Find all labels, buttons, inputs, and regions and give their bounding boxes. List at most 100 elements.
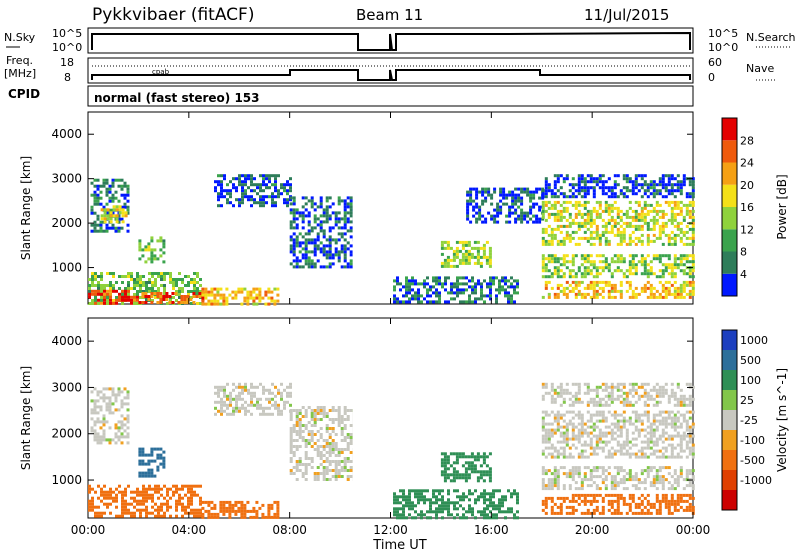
echo-cell <box>670 215 674 219</box>
echo-cell <box>571 434 575 438</box>
echo-cell <box>473 467 477 471</box>
echo-cell <box>88 302 91 305</box>
echo-cell <box>559 508 563 512</box>
echo-cell <box>349 451 353 454</box>
echo-cell <box>446 458 450 462</box>
echo-cell <box>144 462 148 466</box>
echo-cell <box>222 299 226 303</box>
echo-cell <box>493 217 497 221</box>
echo-cell <box>262 189 265 193</box>
echo-cell <box>334 448 338 451</box>
echo-cell <box>649 431 653 435</box>
echo-cell <box>156 292 160 295</box>
echo-cell <box>562 391 566 395</box>
echo-cell <box>480 282 483 286</box>
echo-cell <box>559 283 563 287</box>
echo-cell <box>301 196 305 200</box>
echo-cell <box>322 211 326 215</box>
echo-cell <box>111 390 115 394</box>
echo-cell <box>592 236 596 240</box>
echo-cell <box>571 499 575 503</box>
echo-cell <box>274 183 277 187</box>
echo-cell <box>283 198 286 202</box>
echo-cell <box>643 263 647 267</box>
echo-cell <box>141 474 145 478</box>
echo-cell <box>138 242 142 246</box>
echo-cell <box>474 489 477 493</box>
echo-cell <box>468 279 471 283</box>
echo-cell <box>640 224 644 228</box>
echo-cell <box>405 279 408 283</box>
echo-cell <box>514 217 518 221</box>
echo-cell <box>604 443 608 447</box>
echo-cell <box>673 236 677 240</box>
echo-cell <box>571 260 575 264</box>
echo-cell <box>550 233 554 237</box>
echo-cell <box>553 502 557 506</box>
echo-cell <box>574 425 578 429</box>
echo-cell <box>411 297 414 301</box>
echo-cell <box>187 275 190 278</box>
echo-cell <box>616 257 620 261</box>
echo-cell <box>464 473 468 477</box>
echo-cell <box>304 238 308 242</box>
echo-cell <box>449 246 453 250</box>
echo-cell <box>571 289 575 293</box>
echo-cell <box>93 193 97 197</box>
echo-cell <box>304 463 308 466</box>
echo-cell <box>673 416 677 420</box>
echo-cell <box>148 484 151 488</box>
echo-cell <box>178 496 181 500</box>
echo-cell <box>109 281 112 284</box>
echo-cell <box>586 385 590 389</box>
echo-cell <box>289 235 293 239</box>
echo-cell <box>496 208 500 212</box>
echo-cell <box>298 463 302 466</box>
echo-cell <box>568 446 572 450</box>
echo-cell <box>313 220 317 224</box>
echo-cell <box>553 431 557 435</box>
echo-cell <box>661 283 665 287</box>
echo-cell <box>589 212 593 216</box>
echo-cell <box>93 220 97 224</box>
echo-cell <box>598 212 602 216</box>
echo-cell <box>486 492 489 496</box>
echo-cell <box>568 505 572 509</box>
echo-cell <box>114 226 118 230</box>
echo-cell <box>673 200 677 204</box>
echo-cell <box>187 284 190 287</box>
echo-cell <box>628 283 632 287</box>
echo-cell <box>664 224 668 228</box>
echo-cell <box>468 489 471 493</box>
echo-cell <box>100 296 103 299</box>
echo-cell <box>172 484 175 488</box>
echo-cell <box>553 475 557 479</box>
echo-cell <box>492 276 495 280</box>
echo-cell <box>99 426 103 430</box>
echo-cell <box>190 296 193 299</box>
echo-cell <box>598 511 602 515</box>
echo-cell <box>514 220 518 224</box>
echo-cell <box>94 275 97 278</box>
echo-cell <box>441 498 444 502</box>
echo-cell <box>523 190 527 194</box>
echo-cell <box>199 302 202 305</box>
echo-cell <box>175 508 178 512</box>
echo-cell <box>643 388 647 392</box>
echo-cell <box>495 489 498 493</box>
echo-cell <box>625 511 629 515</box>
echo-cell <box>595 434 599 438</box>
echo-cell <box>634 484 638 488</box>
echo-cell <box>340 217 344 221</box>
echo-cell <box>676 221 680 225</box>
echo-cell <box>556 215 560 219</box>
echo-cell <box>625 186 629 190</box>
echo-cell <box>619 469 623 473</box>
echo-cell <box>118 205 122 209</box>
echo-cell <box>550 397 554 401</box>
echo-cell <box>289 226 293 230</box>
echo-cell <box>646 382 650 386</box>
echo-cell <box>592 425 596 429</box>
echo-cell <box>178 296 181 299</box>
echo-cell <box>316 445 320 448</box>
